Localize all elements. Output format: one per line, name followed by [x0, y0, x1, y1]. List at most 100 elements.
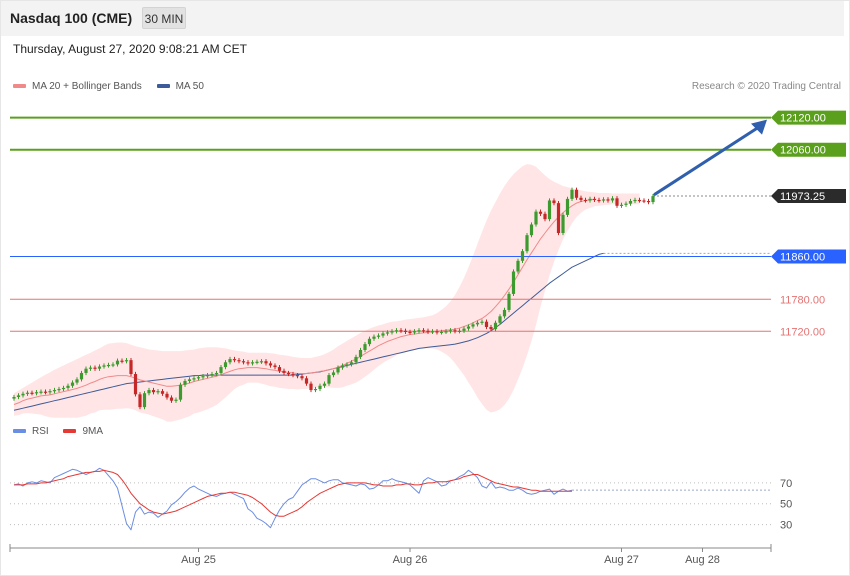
- candle-bullish: [174, 399, 178, 401]
- candle-bullish: [493, 322, 498, 330]
- candle-bearish: [291, 374, 295, 376]
- candle-bullish: [84, 368, 88, 373]
- candle-bullish: [318, 385, 322, 389]
- chart-header: Nasdaq 100 (CME) 30 MIN: [0, 0, 844, 36]
- candle-bullish: [147, 390, 151, 394]
- level-label-support: 11780.00: [780, 294, 825, 306]
- x-tick-label: Aug 28: [685, 554, 720, 566]
- candle-bullish: [210, 374, 214, 376]
- candle-bullish: [570, 189, 574, 199]
- level-label-support: 11720.00: [780, 326, 825, 338]
- candle-bearish: [169, 397, 174, 401]
- candle-bearish: [120, 360, 124, 362]
- rsi-tick-70: 70: [780, 478, 792, 490]
- candle-bullish: [628, 200, 633, 204]
- candle-bearish: [138, 394, 142, 408]
- candle-bullish: [106, 364, 111, 367]
- candle-bullish: [340, 365, 345, 368]
- candle-bullish: [502, 309, 507, 317]
- candle-bullish: [201, 376, 205, 378]
- candle-bullish: [529, 224, 534, 236]
- candle-bullish: [633, 199, 637, 202]
- candle-bearish: [574, 189, 579, 198]
- chart-timestamp: Thursday, August 27, 2020 9:08:21 AM CET: [13, 42, 247, 56]
- ma20-line: [13, 198, 595, 405]
- candle-bullish: [192, 378, 196, 380]
- rsi-tick-50: 50: [780, 499, 792, 511]
- candle-bearish: [435, 331, 439, 333]
- candle-bullish: [520, 251, 525, 261]
- candle-bearish: [237, 360, 241, 362]
- candle-bullish: [322, 383, 327, 386]
- level-tag-resistance: [771, 110, 846, 125]
- candle-bullish: [349, 362, 354, 365]
- level-label-resistance: 12060.00: [780, 145, 826, 157]
- candle-bearish: [453, 330, 457, 332]
- legend-ma50-label: MA 50: [175, 81, 204, 92]
- level-tag-resistance: [771, 142, 846, 157]
- candle-bullish: [205, 375, 210, 377]
- candle-bearish: [151, 390, 156, 393]
- candle-bearish: [484, 321, 489, 328]
- candle-bearish: [304, 378, 309, 384]
- candle-bearish: [30, 392, 34, 394]
- interval-button[interactable]: 30 MIN: [142, 7, 186, 29]
- candle-bearish: [592, 198, 597, 201]
- candle-bearish: [426, 330, 430, 332]
- candle-bullish: [336, 367, 340, 373]
- candle-bearish: [597, 199, 601, 202]
- candle-bullish: [363, 344, 367, 350]
- candle-bullish: [255, 361, 259, 363]
- candle-bullish: [507, 293, 511, 310]
- ma20-swatch: [13, 84, 26, 89]
- legend-9ma-label: 9MA: [82, 426, 104, 437]
- candle-bullish: [39, 391, 43, 393]
- candle-bullish: [525, 235, 529, 252]
- candle-bullish: [79, 372, 84, 380]
- candle-bullish: [498, 316, 502, 323]
- candle-bearish: [93, 367, 97, 369]
- level-tag-last_price: [771, 189, 846, 204]
- level-tag-pivot: [771, 249, 846, 264]
- candle-bullish: [480, 321, 484, 323]
- candle-bullish: [565, 198, 570, 215]
- candle-bearish: [160, 391, 165, 394]
- candle-bullish: [588, 198, 592, 201]
- candle-bullish: [381, 333, 385, 336]
- candle-bullish: [372, 336, 376, 339]
- candle-bullish: [12, 396, 16, 399]
- legend-rsi: RSI: [13, 426, 49, 437]
- candle-bearish: [264, 361, 268, 364]
- x-tick-label: Aug 27: [604, 554, 639, 566]
- candle-bullish: [385, 332, 390, 334]
- candle-bullish: [75, 379, 79, 383]
- candle-bullish: [561, 214, 565, 234]
- candle-bearish: [309, 383, 313, 391]
- level-label-pivot: 11860.00: [780, 252, 825, 264]
- rsi-tick-30: 30: [780, 520, 792, 532]
- candle-bearish: [583, 199, 588, 202]
- candle-bearish: [556, 203, 561, 234]
- candle-bullish: [196, 377, 201, 379]
- candle-bullish: [183, 380, 187, 385]
- legend-ma20-label: MA 20 + Bollinger Bands: [32, 81, 142, 92]
- candle-bullish: [34, 392, 39, 394]
- candle-bullish: [471, 324, 475, 327]
- candle-bullish: [430, 331, 435, 333]
- candle-bearish: [273, 365, 277, 368]
- candle-bearish: [300, 376, 304, 379]
- candle-bullish: [547, 200, 552, 220]
- candle-bearish: [606, 199, 610, 201]
- level-label-resistance: 12120.00: [780, 113, 826, 125]
- price-legend: MA 20 + Bollinger Bands MA 50: [13, 81, 216, 92]
- candle-bearish: [399, 330, 403, 332]
- candle-bullish: [327, 375, 331, 384]
- candle-bearish: [232, 359, 237, 361]
- candle-bullish: [651, 196, 655, 203]
- candle-bullish: [52, 390, 57, 392]
- candle-bullish: [534, 211, 538, 225]
- legend-ma20: MA 20 + Bollinger Bands: [13, 81, 142, 92]
- candle-bullish: [313, 388, 318, 391]
- candle-bullish: [61, 387, 66, 390]
- candle-bullish: [88, 367, 93, 369]
